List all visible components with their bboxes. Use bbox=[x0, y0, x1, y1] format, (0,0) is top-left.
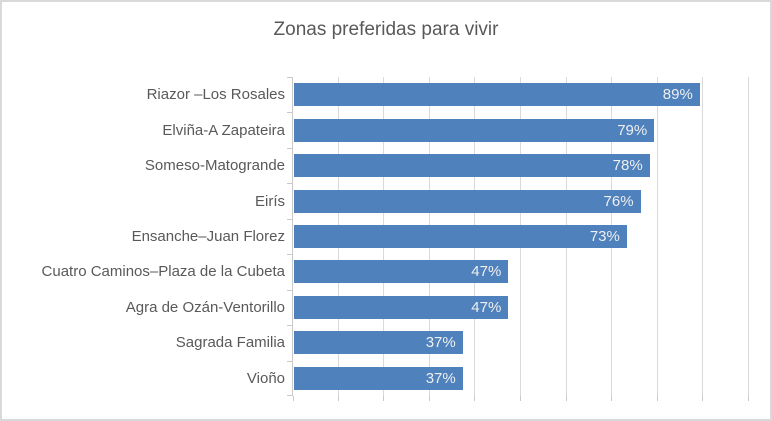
bar: 73% bbox=[294, 225, 627, 248]
category-label: Someso-Matogrande bbox=[144, 157, 285, 175]
category-axis-tick bbox=[287, 77, 292, 78]
category-label: Vioño bbox=[246, 369, 285, 387]
category-axis-tick bbox=[287, 289, 292, 291]
bar: 47% bbox=[294, 260, 509, 284]
value-axis-tick bbox=[520, 396, 521, 401]
value-axis-tick bbox=[748, 396, 749, 401]
category-label: Agra de Ozán-Ventorillo bbox=[125, 298, 285, 316]
value-axis-tick bbox=[656, 396, 658, 401]
category-axis-tick bbox=[287, 218, 292, 220]
bar: 79% bbox=[294, 118, 655, 142]
data-label: 76% bbox=[603, 192, 634, 210]
bar: 78% bbox=[294, 154, 650, 178]
data-label: 37% bbox=[425, 369, 456, 387]
value-axis-tick bbox=[428, 396, 430, 401]
chart-title: Zonas preferidas para vivir bbox=[273, 19, 499, 40]
category-axis-tick bbox=[287, 395, 292, 396]
data-label: 37% bbox=[425, 334, 456, 352]
category-label: Sagrada Familia bbox=[175, 334, 285, 352]
bar: 76% bbox=[294, 189, 641, 213]
data-label: 73% bbox=[589, 228, 620, 245]
data-label: 47% bbox=[471, 298, 502, 316]
bar: 89% bbox=[294, 83, 700, 107]
category-label: Elviña-A Zapateira bbox=[162, 121, 285, 139]
category-axis-tick bbox=[287, 360, 292, 362]
gridline bbox=[702, 77, 704, 396]
plot-area: 89% 79% 78% 76% 73% 47% 47% 37% 37% bbox=[287, 77, 749, 401]
category-axis-labels: Riazor –Los Rosales Elviña-A Zapateira Som… bbox=[2, 77, 285, 396]
data-label: 78% bbox=[612, 157, 643, 175]
bar: 37% bbox=[294, 331, 463, 355]
value-axis-tick bbox=[474, 396, 476, 401]
category-axis-tick bbox=[287, 112, 292, 114]
value-axis-tick bbox=[383, 396, 385, 401]
category-axis-tick bbox=[287, 183, 292, 185]
gridline bbox=[748, 77, 749, 396]
category-label: Ensanche–Juan Florez bbox=[131, 227, 285, 245]
value-axis-tick bbox=[611, 396, 613, 401]
value-axis-tick bbox=[293, 396, 294, 401]
category-label: Cuatro Caminos–Plaza de la Cubeta bbox=[41, 263, 285, 281]
category-label: Riazor –Los Rosales bbox=[146, 86, 285, 104]
data-label: 79% bbox=[617, 121, 648, 139]
value-axis-tick bbox=[565, 396, 567, 401]
bar: 37% bbox=[294, 366, 463, 390]
category-axis-tick bbox=[287, 254, 292, 256]
category-axis-tick bbox=[287, 325, 292, 327]
category-axis-tick bbox=[287, 147, 292, 149]
value-axis-tick bbox=[702, 396, 704, 401]
bar: 47% bbox=[294, 295, 509, 319]
data-label: 89% bbox=[662, 86, 693, 104]
value-axis-tick bbox=[337, 396, 339, 401]
data-label: 47% bbox=[471, 263, 502, 281]
category-label: Eirís bbox=[255, 192, 285, 210]
gridline bbox=[656, 77, 658, 396]
